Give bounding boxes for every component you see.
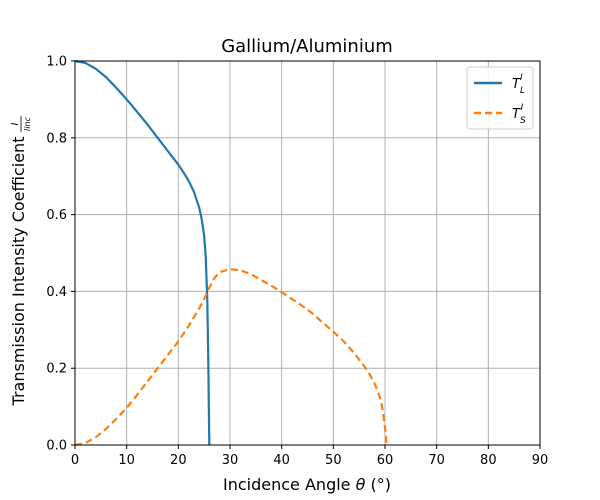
x-tick-label: 0 [71, 453, 79, 468]
series-line-s [74, 268, 388, 447]
y-tick-label: 0.2 [46, 362, 67, 377]
x-axis-ticks: 0 10 20 30 40 50 60 70 80 90 [71, 445, 548, 468]
x-axis-label: Incidence Angle θ (°) [223, 475, 391, 494]
x-tick-label: 50 [325, 453, 342, 468]
legend-label-t-s-sup: I [521, 103, 524, 113]
y-tick-label: 0.4 [46, 285, 67, 300]
y-tick-label: 0.0 [46, 439, 67, 454]
x-axis-label-symbol: θ [356, 475, 366, 494]
x-tick-label: 30 [222, 453, 239, 468]
y-axis-ticks: 0.0 0.2 0.4 0.6 0.8 1.0 [46, 55, 75, 454]
y-axis-label: Transmission Intensity Coefficient I Iin… [9, 116, 32, 406]
y-axis-label-fraction-numerator: I [10, 122, 21, 125]
x-axis-label-unit: (°) [365, 475, 391, 494]
y-tick-label: 0.8 [46, 131, 67, 146]
x-tick-label: 10 [118, 453, 135, 468]
plot-frame [74, 60, 541, 446]
y-tick-label: 0.6 [46, 208, 67, 223]
x-tick-label: 90 [532, 453, 549, 468]
y-axis-label-fraction-denominator: Iinc [23, 116, 32, 131]
x-tick-label: 40 [273, 453, 290, 468]
legend-label-t-l-sup: I [520, 73, 523, 83]
x-tick-label: 80 [480, 453, 497, 468]
legend-label-t-l-main: T [512, 77, 521, 92]
legend-label-t-l-sub: L [520, 86, 525, 96]
legend-label-t-s: TSI [512, 103, 526, 126]
x-tick-label: 70 [428, 453, 445, 468]
y-axis-label-text: Transmission Intensity Coefficient [9, 137, 28, 407]
x-tick-label: 60 [377, 453, 394, 468]
legend: TLI TSI [466, 66, 534, 130]
x-axis-label-text: Incidence Angle [223, 475, 356, 494]
x-tick-label: 20 [170, 453, 187, 468]
legend-label-t-s-main: T [512, 107, 521, 122]
plot-series [74, 59, 388, 447]
legend-label-t-s-sub: S [520, 116, 526, 126]
series-line-l [74, 59, 211, 446]
chart-title: Gallium/Aluminium [221, 36, 393, 57]
legend-label-t-l: TLI [512, 73, 525, 96]
y-tick-label: 1.0 [46, 55, 67, 70]
